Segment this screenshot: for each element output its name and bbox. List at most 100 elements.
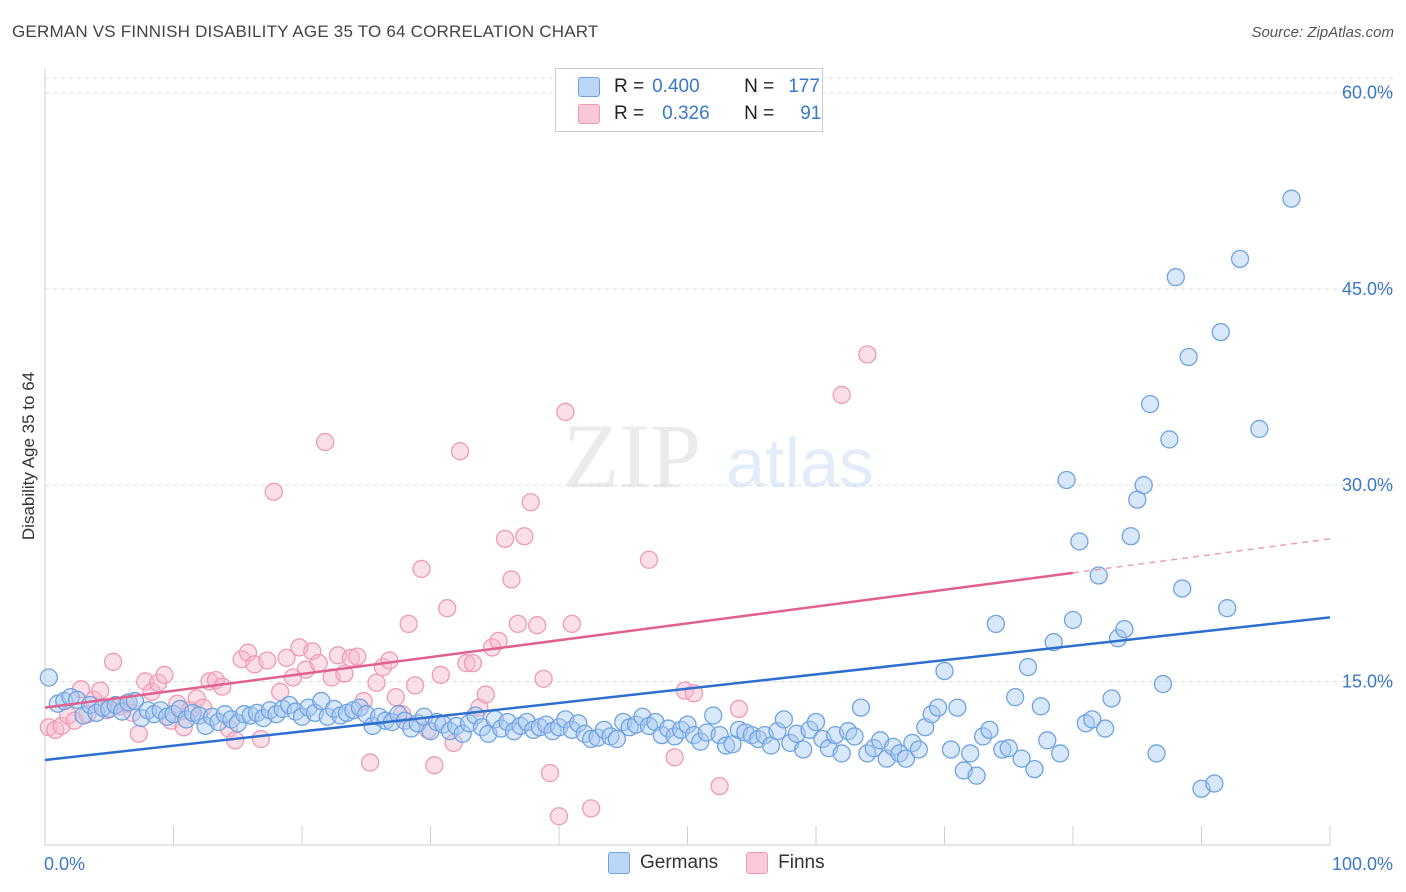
finn-point: [438, 599, 457, 618]
german-point: [1038, 731, 1057, 750]
german-point: [1031, 697, 1051, 716]
watermark: ZIP atlas: [563, 405, 874, 507]
legend-n-value: 177: [788, 76, 820, 97]
german-point: [1153, 674, 1173, 694]
german-point: [1089, 566, 1108, 585]
finn-point: [129, 724, 148, 743]
german-point: [389, 705, 408, 724]
finn-point: [309, 653, 328, 673]
german-point: [1121, 527, 1140, 546]
finn-point: [508, 614, 528, 634]
x-tick-label: 0.0%: [44, 854, 85, 874]
german-point: [1018, 657, 1038, 677]
german-point: [967, 766, 986, 785]
germans-swatch: [608, 852, 630, 874]
finn-point: [457, 653, 476, 673]
german-point: [909, 740, 928, 759]
finn-point: [303, 642, 322, 661]
german-point: [1063, 610, 1083, 630]
legend-r-label: R =: [614, 103, 645, 124]
finn-point: [832, 385, 851, 405]
chart-title: GERMAN VS FINNISH DISABILITY AGE 35 TO 6…: [12, 22, 599, 41]
finn-point: [367, 673, 386, 692]
german-point: [1230, 249, 1250, 269]
german-point: [980, 720, 999, 740]
y-tick-label: 30.0%: [1342, 475, 1393, 495]
y-tick-label: 45.0%: [1342, 279, 1393, 299]
german-point: [1173, 579, 1192, 598]
german-point: [1102, 689, 1121, 708]
german-point: [1211, 322, 1230, 342]
finn-point: [348, 647, 367, 666]
finn-point: [405, 676, 425, 695]
finn-point: [264, 482, 283, 501]
finns-points: [39, 345, 877, 826]
finn-point: [431, 665, 450, 685]
german-point: [1070, 532, 1089, 551]
y-axis-title: Disability Age 35 to 64: [19, 372, 38, 540]
finns-trend-line: [44, 571, 1074, 709]
finn-point: [213, 677, 232, 696]
finn-point: [251, 729, 271, 749]
finn-point: [502, 570, 521, 589]
finn-point: [665, 748, 684, 767]
german-point: [1006, 688, 1025, 707]
legend-r-value: 0.400: [652, 76, 700, 97]
finn-point: [639, 550, 659, 569]
german-point: [581, 729, 601, 749]
legend-n-value: 91: [800, 103, 822, 124]
german-point: [1025, 759, 1044, 779]
german-point: [1083, 710, 1102, 729]
german-point: [710, 725, 729, 745]
legend-row-finns: R = 0.326 N = 91: [578, 101, 821, 127]
finns-swatch: [746, 852, 769, 874]
german-point: [1115, 619, 1134, 639]
finn-point: [360, 753, 380, 772]
german-point: [569, 714, 588, 733]
finn-point: [581, 799, 601, 818]
finn-point: [534, 669, 553, 688]
x-tick-label: 100.0%: [1332, 854, 1393, 874]
finn-point: [277, 648, 296, 668]
german-point: [768, 722, 787, 741]
german-point: [1012, 749, 1031, 768]
german-point: [941, 740, 961, 759]
german-point: [1051, 744, 1070, 763]
finn-point: [540, 763, 560, 783]
watermark-zip: ZIP: [563, 405, 701, 507]
finn-point: [386, 688, 405, 707]
german-point: [961, 744, 980, 763]
german-point: [112, 702, 132, 721]
y-tick-label: 60.0%: [1342, 83, 1393, 103]
finn-point: [425, 756, 444, 775]
german-point: [1140, 394, 1160, 414]
legend-r-value: 0.326: [662, 103, 710, 124]
source-label: Source: ZipAtlas.com: [1251, 24, 1394, 41]
trend-lines: [44, 538, 1331, 762]
german-point: [594, 720, 614, 740]
finn-point: [495, 529, 515, 548]
german-point: [794, 740, 813, 759]
german-point: [845, 727, 864, 746]
german-point: [1218, 599, 1237, 618]
finns-swatch: [578, 104, 600, 124]
finn-point: [476, 685, 495, 704]
german-point: [716, 736, 736, 755]
finn-point: [562, 614, 581, 634]
german-point: [704, 706, 723, 725]
german-point: [973, 727, 993, 746]
tick-labels: 15.0% 30.0% 45.0% 60.0% 0.0% 100.0%: [44, 83, 1393, 874]
finn-point: [463, 653, 483, 673]
finn-point: [399, 614, 418, 634]
german-point: [1250, 419, 1269, 439]
legend-r-label: R =: [614, 76, 645, 97]
finns-trend-extension: [1072, 538, 1331, 574]
watermark-atlas: atlas: [726, 424, 874, 502]
finn-point: [858, 345, 877, 364]
finn-point: [155, 665, 174, 685]
german-point: [691, 732, 710, 751]
german-point: [851, 698, 871, 717]
german-point: [903, 733, 922, 753]
german-point: [1166, 268, 1185, 287]
german-point: [806, 712, 826, 732]
